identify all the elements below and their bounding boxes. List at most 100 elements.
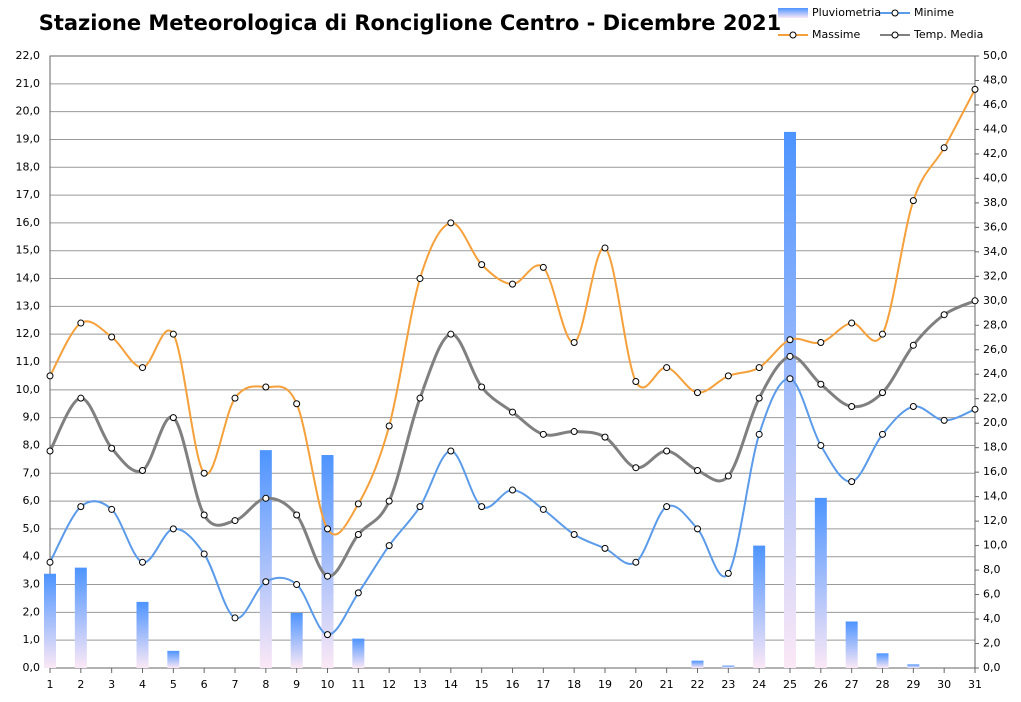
x-tick-label: 24 <box>752 678 766 691</box>
point <box>46 372 54 380</box>
y2-tick-label: 4,0 <box>983 612 1001 625</box>
y2-tick-label: 10,0 <box>983 539 1008 552</box>
point <box>385 542 393 550</box>
point <box>848 478 856 486</box>
legend-swatch <box>789 31 797 39</box>
point <box>200 469 208 477</box>
point <box>354 589 362 597</box>
y2-tick-label: 32,0 <box>983 269 1008 282</box>
point <box>324 525 331 533</box>
point <box>940 144 948 152</box>
point <box>663 447 671 455</box>
bar <box>722 665 735 668</box>
bar <box>44 573 56 668</box>
point <box>478 261 486 269</box>
y-tick-label: 8,0 <box>23 438 41 451</box>
y2-tick-label: 14,0 <box>983 490 1008 503</box>
y2-tick-label: 50,0 <box>983 49 1008 62</box>
y2-tick-label: 8,0 <box>983 563 1001 576</box>
point <box>848 403 856 411</box>
bar <box>845 621 858 668</box>
point <box>755 430 763 438</box>
x-tick-label: 18 <box>567 678 581 691</box>
point <box>416 503 424 511</box>
line <box>48 299 976 578</box>
point <box>262 494 270 502</box>
point <box>817 441 825 449</box>
point <box>570 428 578 436</box>
point <box>324 572 331 580</box>
y2-tick-label: 42,0 <box>983 147 1008 160</box>
point <box>663 364 671 372</box>
point <box>940 416 948 424</box>
point <box>169 330 177 338</box>
point <box>601 544 609 552</box>
legend-label: Massime <box>812 28 860 41</box>
x-tick-label: 5 <box>170 678 177 691</box>
legend-label: Pluviometria <box>812 6 881 19</box>
bar <box>907 664 920 668</box>
y-tick-label: 6,0 <box>23 494 41 507</box>
point <box>231 614 239 622</box>
point <box>169 525 177 533</box>
point <box>786 336 794 344</box>
point <box>786 375 794 383</box>
point <box>909 341 917 349</box>
point <box>817 339 825 347</box>
y-tick-label: 21,0 <box>16 77 41 90</box>
point <box>601 244 609 252</box>
y-tick-label: 3,0 <box>23 578 41 591</box>
y2-tick-label: 30,0 <box>983 294 1008 307</box>
point <box>385 497 393 505</box>
y2-tick-label: 6,0 <box>983 588 1001 601</box>
y-tick-label: 17,0 <box>16 188 41 201</box>
y2-tick-label: 18,0 <box>983 441 1008 454</box>
y-tick-label: 9,0 <box>23 411 41 424</box>
point <box>478 383 486 391</box>
point <box>755 364 763 372</box>
point <box>46 447 54 455</box>
point <box>231 394 239 402</box>
x-tick-label: 8 <box>262 678 269 691</box>
bar <box>814 497 827 668</box>
y2-tick-label: 28,0 <box>983 318 1008 331</box>
x-tick-label: 23 <box>721 678 735 691</box>
x-tick-label: 28 <box>876 678 890 691</box>
x-tick-label: 16 <box>506 678 520 691</box>
bar <box>136 601 149 668</box>
point <box>694 525 701 533</box>
point <box>262 383 270 391</box>
x-tick-label: 17 <box>536 678 550 691</box>
x-tick-label: 31 <box>968 678 982 691</box>
x-tick-label: 26 <box>814 678 828 691</box>
point <box>601 433 609 441</box>
point <box>570 339 578 347</box>
point <box>108 333 116 341</box>
x-tick-label: 14 <box>444 678 458 691</box>
y2-tick-label: 46,0 <box>983 98 1008 111</box>
bar <box>784 131 796 668</box>
point <box>77 503 85 511</box>
x-tick-label: 13 <box>413 678 427 691</box>
y2-tick-label: 34,0 <box>983 245 1008 258</box>
y-tick-label: 22,0 <box>16 49 41 62</box>
y2-tick-label: 12,0 <box>983 514 1008 527</box>
x-tick-label: 20 <box>629 678 643 691</box>
legend-label: Temp. Media <box>913 28 983 41</box>
bar <box>352 638 365 668</box>
y-tick-label: 15,0 <box>16 244 41 257</box>
point <box>77 394 85 402</box>
y-tick-label: 14,0 <box>16 272 41 285</box>
x-tick-label: 19 <box>598 678 612 691</box>
bar <box>259 450 272 668</box>
point <box>509 486 516 494</box>
x-tick-label: 27 <box>845 678 859 691</box>
point <box>909 197 917 205</box>
point <box>909 403 917 411</box>
point <box>385 422 393 430</box>
point <box>46 558 54 566</box>
x-tick-label: 22 <box>691 678 705 691</box>
point <box>694 389 701 397</box>
point <box>879 430 886 438</box>
